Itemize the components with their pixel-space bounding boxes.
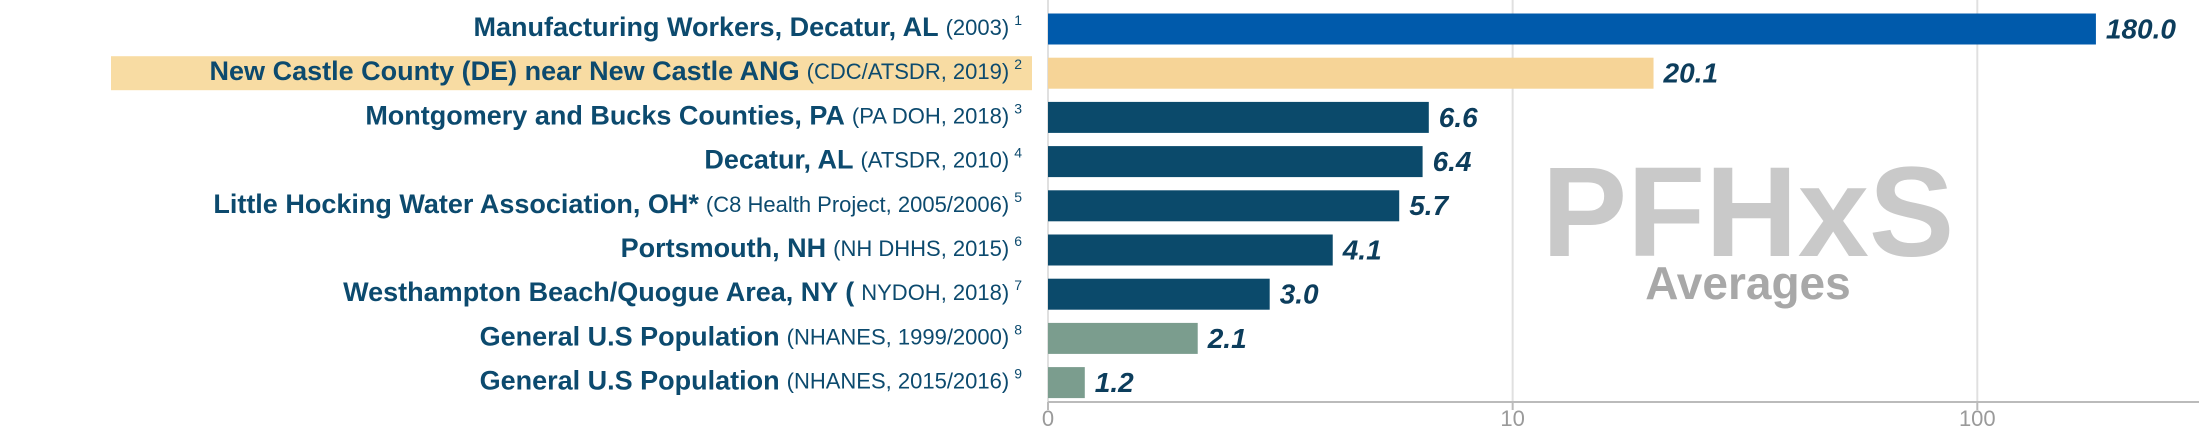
category-name: Manufacturing Workers, Decatur, AL — [474, 12, 939, 42]
value-label: 5.7 — [1409, 190, 1449, 221]
value-label: 6.6 — [1439, 102, 1478, 133]
category-source: (PA DOH, 2018) — [852, 103, 1009, 128]
annotation-subtitle: Averages — [1645, 257, 1850, 309]
plot: 0 10 100 Manufacturing Workers, Decatur, AL… — [111, 0, 2199, 431]
bar — [1048, 190, 1400, 222]
x-tick-label: 0 — [1042, 406, 1054, 431]
bar — [1048, 13, 2096, 45]
category-note: 8 — [1014, 321, 1022, 337]
category-name: Little Hocking Water Association, OH* — [213, 189, 699, 219]
category-note: 4 — [1014, 144, 1022, 160]
category-label: Montgomery and Bucks Counties, PA (PA DOH… — [365, 100, 1022, 130]
category-name: Montgomery and Bucks Counties, PA — [365, 101, 845, 131]
category-source: (2003) — [946, 15, 1010, 40]
value-label: 1.2 — [1095, 367, 1134, 398]
category-label: Portsmouth, NH (NH DHHS, 2015) 6 — [621, 233, 1023, 263]
value-label: 2.1 — [1207, 323, 1247, 354]
value-label: 4.1 — [1342, 234, 1382, 265]
label-highlight — [111, 56, 1032, 91]
category-note: 6 — [1014, 233, 1022, 249]
bar — [1048, 322, 1198, 354]
category-note: 9 — [1014, 365, 1022, 381]
bar — [1048, 234, 1333, 266]
x-tick-label: 10 — [1500, 406, 1524, 431]
bar — [1048, 57, 1654, 89]
category-source: NYDOH, 2018) — [861, 280, 1009, 305]
category-name: Portsmouth, NH — [621, 233, 827, 263]
category-label: Decatur, AL (ATSDR, 2010) 4 — [704, 144, 1022, 174]
category-source: (CDC/ATSDR, 2019) — [807, 59, 1010, 84]
category-label: General U.S Population (NHANES, 2015/2016… — [480, 365, 1023, 395]
category-name: General U.S Population — [480, 322, 780, 352]
value-label: 3.0 — [1280, 279, 1319, 310]
bar — [1048, 367, 1085, 399]
value-label: 180.0 — [2106, 13, 2176, 44]
x-tick-label: 100 — [1959, 406, 1996, 431]
category-note: 1 — [1014, 12, 1022, 28]
category-source: (NH DHHS, 2015) — [833, 236, 1009, 261]
category-label: Westhampton Beach/Quogue Area, NY ( NYDOH… — [343, 277, 1022, 307]
bar — [1048, 278, 1270, 310]
category-note: 7 — [1014, 277, 1022, 293]
value-label: 6.4 — [1433, 146, 1472, 177]
category-name: Westhampton Beach/Quogue Area, NY ( — [343, 277, 854, 307]
category-source: (ATSDR, 2010) — [860, 147, 1009, 172]
annotation-title: PFHxS — [1542, 141, 1955, 284]
category-label: New Castle County (DE) near New Castle A… — [210, 56, 1023, 86]
category-name: General U.S Population — [480, 366, 780, 396]
category-source: (C8 Health Project, 2005/2006) — [706, 192, 1009, 217]
bar — [1048, 146, 1423, 178]
category-source: (NHANES, 2015/2016) — [787, 368, 1010, 393]
category-note: 2 — [1014, 56, 1022, 72]
category-name: New Castle County (DE) near New Castle A… — [210, 56, 800, 86]
value-label: 20.1 — [1663, 58, 1719, 89]
category-name: Decatur, AL — [704, 145, 853, 175]
bar — [1048, 101, 1429, 133]
category-note: 3 — [1014, 100, 1022, 116]
category-note: 5 — [1014, 189, 1022, 205]
category-label: General U.S Population (NHANES, 1999/2000… — [480, 321, 1023, 351]
category-label: Little Hocking Water Association, OH* (C8… — [213, 189, 1022, 219]
category-source: (NHANES, 1999/2000) — [787, 324, 1010, 349]
category-label: Manufacturing Workers, Decatur, AL (2003)… — [474, 12, 1023, 42]
